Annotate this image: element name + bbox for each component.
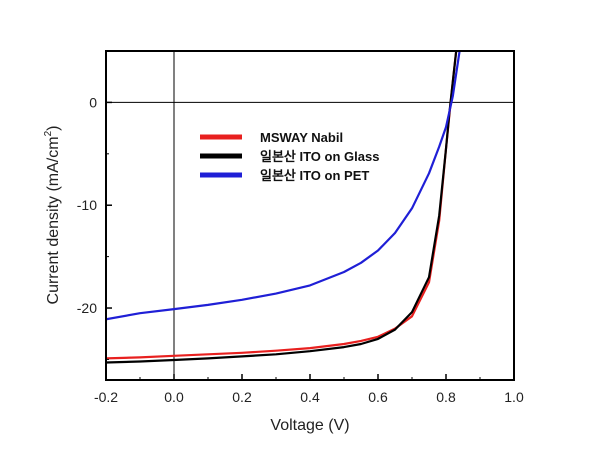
y-axis-ticks: 0 -10 -20	[77, 50, 112, 360]
y-tick-label: -10	[77, 197, 97, 213]
x-axis-title: Voltage (V)	[270, 417, 349, 434]
x-tick-label: -0.2	[94, 389, 118, 405]
y-tick-label: 0	[89, 94, 97, 110]
series-layer	[106, 51, 461, 364]
x-tick-label: 0.2	[232, 389, 252, 405]
x-tick-label: 1.0	[504, 389, 524, 405]
y-axis-title: Current density (mA/cm2)	[43, 126, 62, 305]
y-tick-label: -20	[77, 300, 97, 316]
x-tick-label: 0.0	[164, 389, 184, 405]
x-tick-label: 0.8	[436, 389, 456, 405]
legend-label: 일본산 ITO on Glass	[260, 149, 379, 164]
series-line-2	[106, 51, 458, 364]
x-tick-label: 0.6	[368, 389, 388, 405]
legend: MSWAY Nabil 일본산 ITO on Glass 일본산 ITO on PE…	[200, 130, 379, 183]
y-axis-title-superscript: 2	[43, 130, 54, 136]
y-axis-title-tail: )	[45, 126, 62, 131]
y-axis-title-main: Current density (mA/cm	[45, 136, 62, 304]
series-line-3	[106, 51, 461, 321]
x-axis-ticks: -0.2 0.0 0.2 0.4 0.6 0.8 1.0	[94, 374, 524, 405]
series-line-1	[106, 51, 458, 360]
x-tick-label: 0.4	[300, 389, 320, 405]
legend-label: MSWAY Nabil	[260, 130, 343, 145]
legend-label: 일본산 ITO on PET	[260, 168, 369, 183]
zero-reference-lines	[106, 51, 514, 380]
